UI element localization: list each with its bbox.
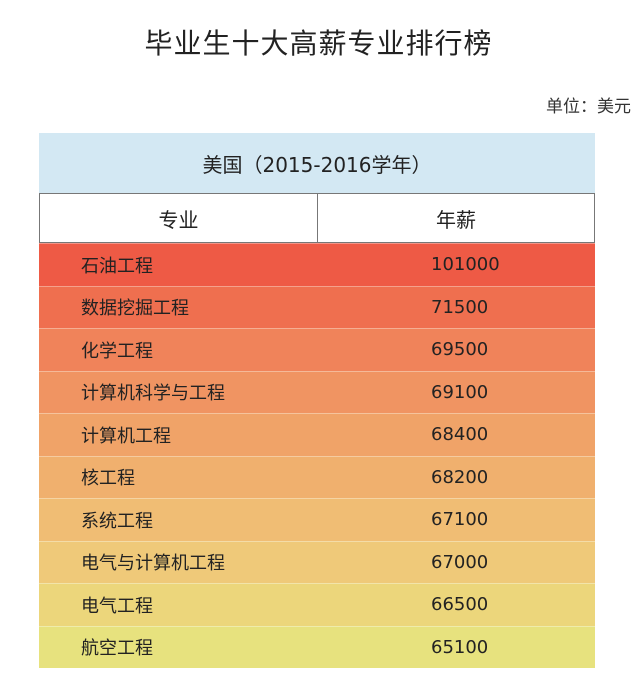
table-cell-salary: 65100 — [431, 636, 489, 658]
table-row: 核工程 68200 — [39, 455, 595, 498]
table-cell-major: 电气工程 — [81, 595, 153, 617]
table-body: 石油工程 101000 数据挖掘工程 71500 化学工程 69500 计算机科学与工程 69… — [39, 243, 595, 668]
table-row: 系统工程 67100 — [39, 498, 595, 541]
table-cell-salary: 69500 — [431, 339, 489, 361]
column-header-salary: 年薪 — [436, 207, 476, 232]
table-cell-salary: 71500 — [431, 296, 489, 318]
table-row: 电气与计算机工程 67000 — [39, 540, 595, 583]
table-row: 电气工程 66500 — [39, 583, 595, 626]
table-cell-major: 系统工程 — [81, 510, 153, 532]
salary-table: 美国（2015-2016学年） 专业 年薪 石油工程 101000 数据挖掘工程 71… — [39, 133, 595, 668]
table-row: 数据挖掘工程 71500 — [39, 285, 595, 328]
table-cell-major: 电气与计算机工程 — [81, 553, 225, 575]
table-cell-salary: 68200 — [431, 466, 489, 488]
table-row: 石油工程 101000 — [39, 243, 595, 286]
column-header-major: 专业 — [40, 194, 318, 242]
table-cell-major: 化学工程 — [81, 340, 153, 362]
table-cell-salary: 67000 — [431, 551, 489, 573]
page-title: 毕业生十大高薪专业排行榜 — [144, 27, 493, 60]
table-cell-salary: 68400 — [431, 424, 489, 446]
table-header: 专业 年薪 — [39, 193, 595, 243]
table-row: 计算机科学与工程 69100 — [39, 370, 595, 413]
table-caption: 美国（2015-2016学年） — [39, 133, 595, 193]
table-row: 化学工程 69500 — [39, 328, 595, 371]
table-cell-major: 数据挖掘工程 — [81, 298, 189, 320]
table-cell-salary: 69100 — [431, 381, 489, 403]
table-cell-salary: 101000 — [431, 254, 500, 276]
table-cell-salary: 67100 — [431, 509, 489, 531]
table-cell-salary: 66500 — [431, 594, 489, 616]
table-cell-major: 计算机工程 — [81, 425, 171, 447]
table-cell-major: 计算机科学与工程 — [81, 383, 225, 405]
unit-label: 单位：美元 — [546, 97, 631, 117]
table-cell-major: 石油工程 — [81, 255, 153, 277]
table-row: 航空工程 65100 — [39, 625, 595, 668]
table-cell-major: 核工程 — [81, 468, 135, 490]
table-cell-major: 航空工程 — [81, 638, 153, 660]
table-row: 计算机工程 68400 — [39, 413, 595, 456]
